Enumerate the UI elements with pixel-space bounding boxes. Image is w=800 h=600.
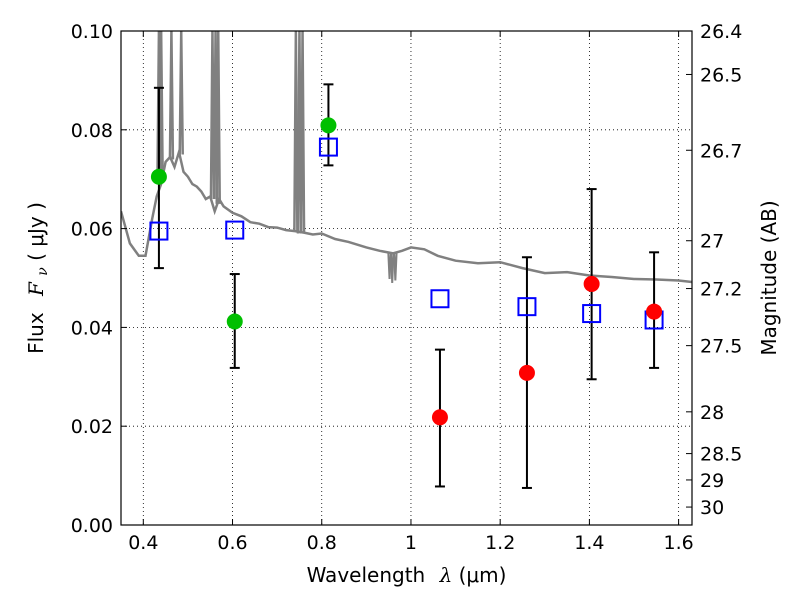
x-axis-label-var: λ — [439, 563, 453, 587]
optical-data-point — [320, 117, 337, 134]
y-tick-label: 0.04 — [71, 317, 113, 339]
model-emission-line — [293, 31, 299, 232]
model-absorption-line — [393, 253, 398, 281]
y-tick-label: 0.06 — [71, 219, 113, 241]
x-tick-label: 0.8 — [307, 532, 337, 554]
y-tick-label: 0.02 — [71, 416, 113, 438]
model-photometry-box — [517, 297, 537, 317]
x-axis-label-unit: (μm) — [459, 563, 507, 587]
observed-photometry-points — [150, 117, 663, 426]
model-photometry-box — [225, 220, 245, 240]
nir-data-point — [431, 409, 448, 426]
x-tick-label: 1 — [405, 532, 417, 554]
model-absorption-line — [390, 253, 395, 283]
x-tick-label: 0.4 — [128, 532, 158, 554]
x-axis-label: Wavelength λ (μm) — [307, 563, 507, 587]
y2-tick-label: 26.7 — [700, 140, 742, 162]
optical-data-point — [150, 168, 167, 185]
y2-tick-label: 26.4 — [700, 21, 742, 43]
y2-tick-label: 28.5 — [700, 444, 742, 466]
y-axis-label-unit: ( μJy ) — [24, 202, 48, 261]
model-photometry-points — [149, 137, 664, 330]
x-tick-label: 1.2 — [485, 532, 515, 554]
model-emission-line — [158, 31, 164, 175]
axis-ticks: 0.4 0.6 0.8 1 1.2 1.4 1.6 0.00 0.02 0.04 0.06 0.08 0… — [71, 21, 743, 554]
y2-tick-label: 27.2 — [700, 279, 742, 301]
y2-tick-label: 27.5 — [700, 336, 742, 358]
model-photometry-box — [318, 137, 338, 157]
x-tick-label: 0.6 — [217, 532, 247, 554]
model-photometry-box — [582, 304, 602, 324]
model-photometry-box — [430, 289, 450, 309]
optical-data-point — [226, 313, 243, 330]
nir-data-point — [518, 364, 535, 381]
y2-tick-label: 28 — [700, 402, 724, 424]
y-tick-label: 0.10 — [71, 21, 113, 43]
plot-frame — [120, 30, 693, 526]
model-absorption-line — [387, 253, 392, 280]
model-spectrum-line — [121, 147, 692, 284]
model-emission-line — [178, 31, 184, 155]
y-tick-label: 0.00 — [71, 515, 113, 537]
y2-tick-label: 30 — [700, 497, 724, 519]
y2-tick-label: 26.5 — [700, 64, 742, 86]
y-axis-label-var: F — [24, 281, 48, 297]
y-tick-label: 0.08 — [71, 120, 113, 142]
y2-tick-label: 29 — [700, 470, 724, 492]
model-photometry-box — [149, 221, 169, 241]
x-axis-label-prefix: Wavelength — [307, 563, 426, 587]
model-emission-line — [168, 31, 175, 160]
model-emission-line — [299, 31, 306, 234]
y-axis-label: Flux F ν ( μJy ) — [24, 202, 52, 354]
secondary-y-axis-label: Magnitude (AB) — [757, 200, 781, 355]
x-tick-label: 1.6 — [664, 532, 694, 554]
y2-tick-label: 27 — [700, 231, 724, 253]
x-tick-label: 1.4 — [574, 532, 604, 554]
model-emission-line — [215, 31, 221, 204]
error-bars — [153, 83, 660, 489]
grid — [121, 30, 692, 526]
y-axis-label-prefix: Flux — [24, 312, 48, 354]
model-spectrum — [121, 31, 692, 284]
nir-data-point — [646, 303, 663, 320]
y-axis-label-sub: ν — [35, 267, 51, 276]
nir-data-point — [583, 275, 600, 292]
